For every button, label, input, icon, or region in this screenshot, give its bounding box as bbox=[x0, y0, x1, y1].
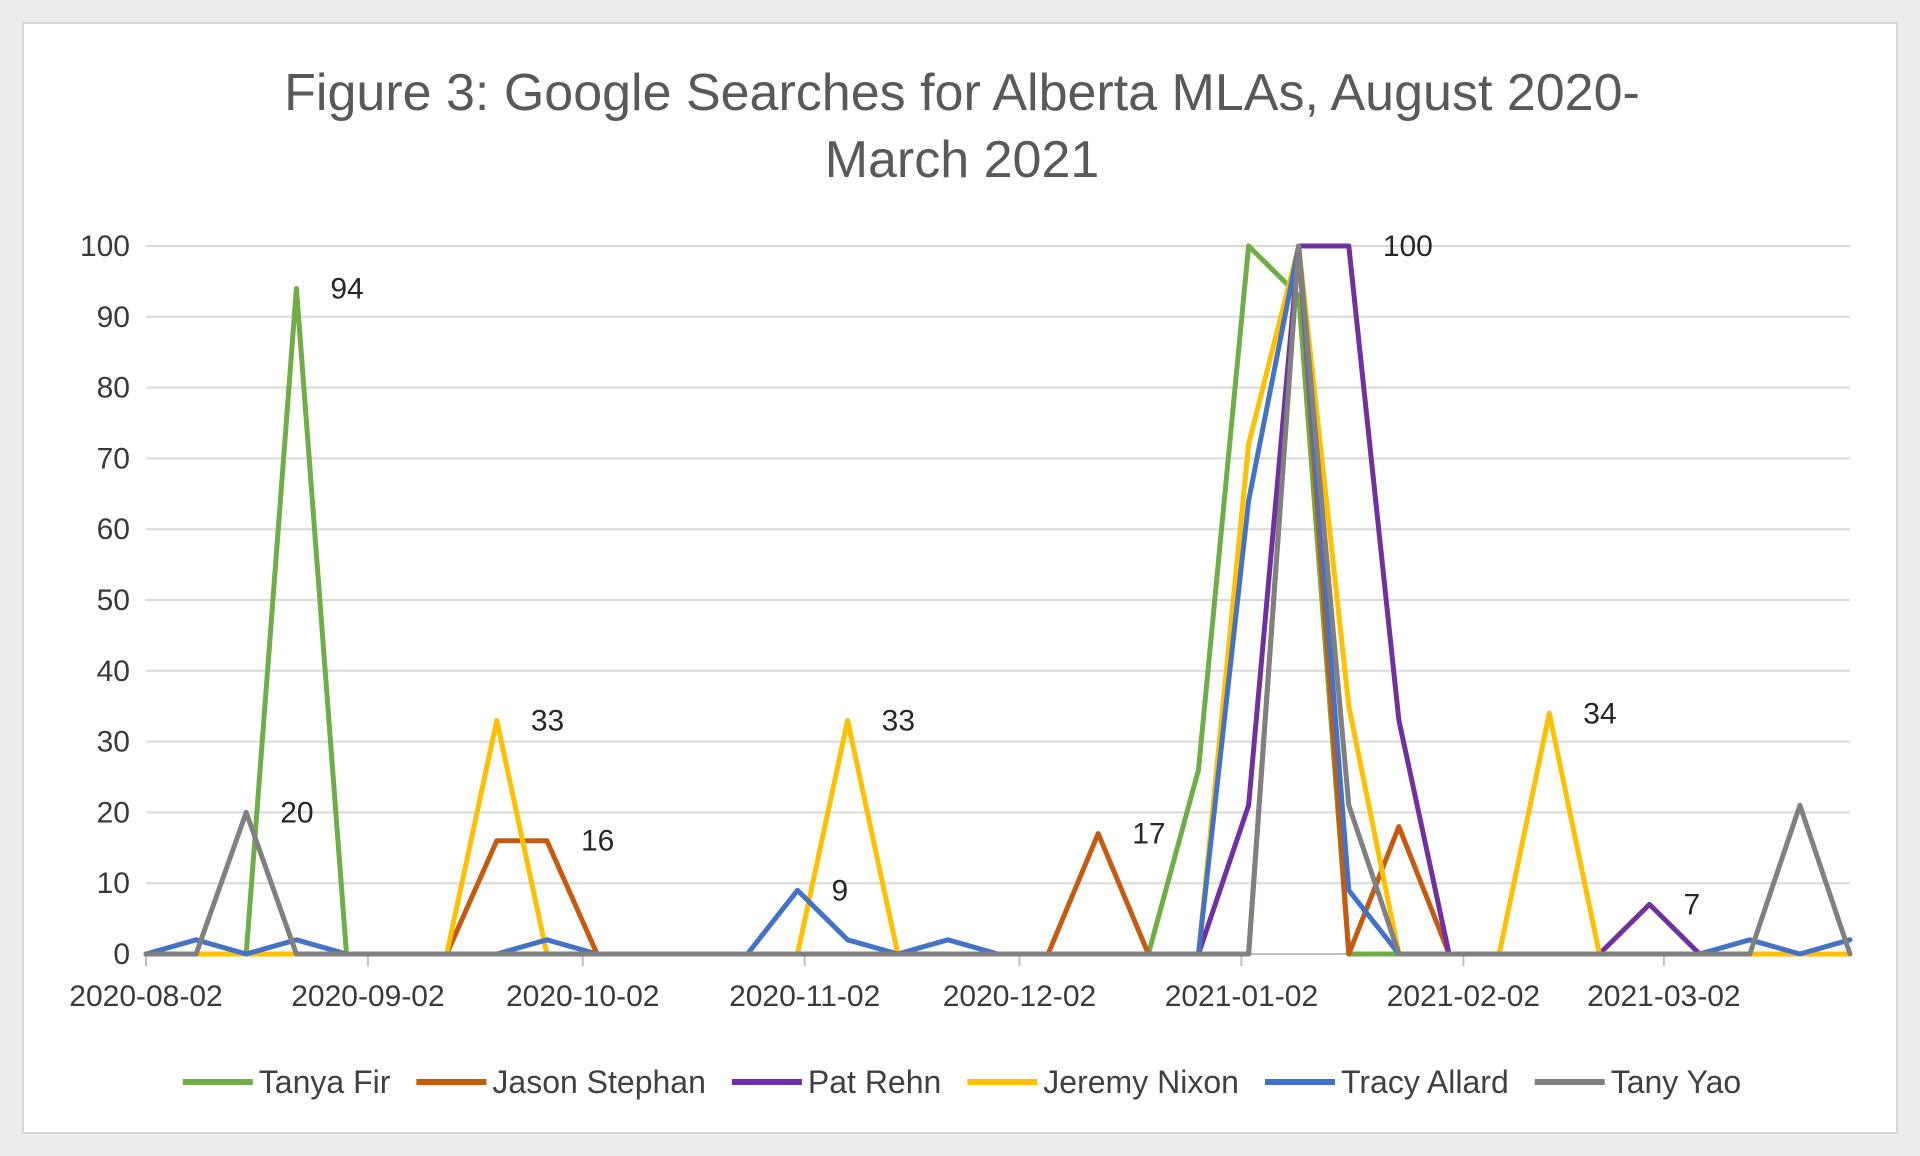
legend-label: Tany Yao bbox=[1611, 1064, 1741, 1100]
data-label: 9 bbox=[832, 874, 849, 907]
line-chart: Figure 3: Google Searches for Alberta ML… bbox=[69, 64, 1853, 1100]
gridlines bbox=[146, 245, 1850, 885]
y-tick-label: 90 bbox=[97, 301, 130, 334]
y-tick-label: 40 bbox=[97, 655, 130, 688]
y-tick-label: 100 bbox=[80, 230, 130, 263]
x-tick-label: 2020-08-02 bbox=[69, 980, 222, 1013]
x-tick-label: 2021-02-02 bbox=[1387, 980, 1540, 1013]
data-labels: 94 20 33 16 9 33 17 100 34 7 bbox=[280, 230, 1700, 921]
y-tick-label: 10 bbox=[97, 867, 130, 900]
legend: Tanya Fir Jason Stephan Pat Rehn Jeremy Nix… bbox=[182, 1064, 1741, 1100]
data-label: 100 bbox=[1383, 230, 1433, 263]
series-lines bbox=[143, 243, 1853, 957]
data-label: 33 bbox=[882, 704, 915, 737]
legend-item-tracy-allard: Tracy Allard bbox=[1265, 1064, 1509, 1100]
x-tick-label: 2020-09-02 bbox=[291, 980, 444, 1013]
legend-label: Jason Stephan bbox=[492, 1064, 706, 1100]
chart-title-line-1: Figure 3: Google Searches for Alberta ML… bbox=[284, 64, 1640, 122]
data-label: 94 bbox=[330, 272, 363, 305]
y-tick-label: 30 bbox=[97, 726, 130, 759]
y-tick-label: 80 bbox=[97, 372, 130, 405]
chart-title-line-2: March 2021 bbox=[825, 131, 1100, 189]
legend-label: Tanya Fir bbox=[259, 1064, 391, 1100]
legend-label: Pat Rehn bbox=[808, 1064, 941, 1100]
legend-item-pat-rehn: Pat Rehn bbox=[731, 1064, 941, 1100]
data-label: 20 bbox=[280, 796, 313, 829]
x-tick-label: 2021-03-02 bbox=[1587, 980, 1740, 1013]
legend-item-tany-yao: Tany Yao bbox=[1534, 1064, 1741, 1100]
data-label: 16 bbox=[581, 825, 614, 858]
y-tick-label: 60 bbox=[97, 513, 130, 546]
data-label: 17 bbox=[1132, 818, 1165, 851]
x-tick-label: 2020-10-02 bbox=[506, 980, 659, 1013]
chart-title: Figure 3: Google Searches for Alberta ML… bbox=[284, 64, 1640, 189]
legend-item-tanya-fir: Tanya Fir bbox=[182, 1064, 391, 1100]
legend-label: Jeremy Nixon bbox=[1043, 1064, 1239, 1100]
axes: 0 10 20 30 40 50 60 70 80 90 100 2020-08-02 2020-09-… bbox=[69, 230, 1850, 1013]
chart-frame: Figure 3: Google Searches for Alberta ML… bbox=[22, 22, 1898, 1134]
series-line-tany-yao bbox=[143, 243, 1853, 957]
legend-item-jason-stephan: Jason Stephan bbox=[416, 1064, 706, 1100]
y-tick-label: 50 bbox=[97, 584, 130, 617]
y-tick-label: 20 bbox=[97, 796, 130, 829]
y-tick-label: 0 bbox=[113, 938, 130, 971]
data-label: 7 bbox=[1684, 888, 1701, 921]
x-tick-label: 2020-12-02 bbox=[943, 980, 1096, 1013]
x-tick-label: 2021-01-02 bbox=[1165, 980, 1318, 1013]
y-tick-label: 70 bbox=[97, 442, 130, 475]
data-label: 33 bbox=[531, 704, 564, 737]
legend-label: Tracy Allard bbox=[1341, 1064, 1509, 1100]
x-tick-label: 2020-11-02 bbox=[729, 980, 880, 1013]
legend-item-jeremy-nixon: Jeremy Nixon bbox=[967, 1064, 1239, 1100]
data-label: 34 bbox=[1583, 697, 1616, 730]
